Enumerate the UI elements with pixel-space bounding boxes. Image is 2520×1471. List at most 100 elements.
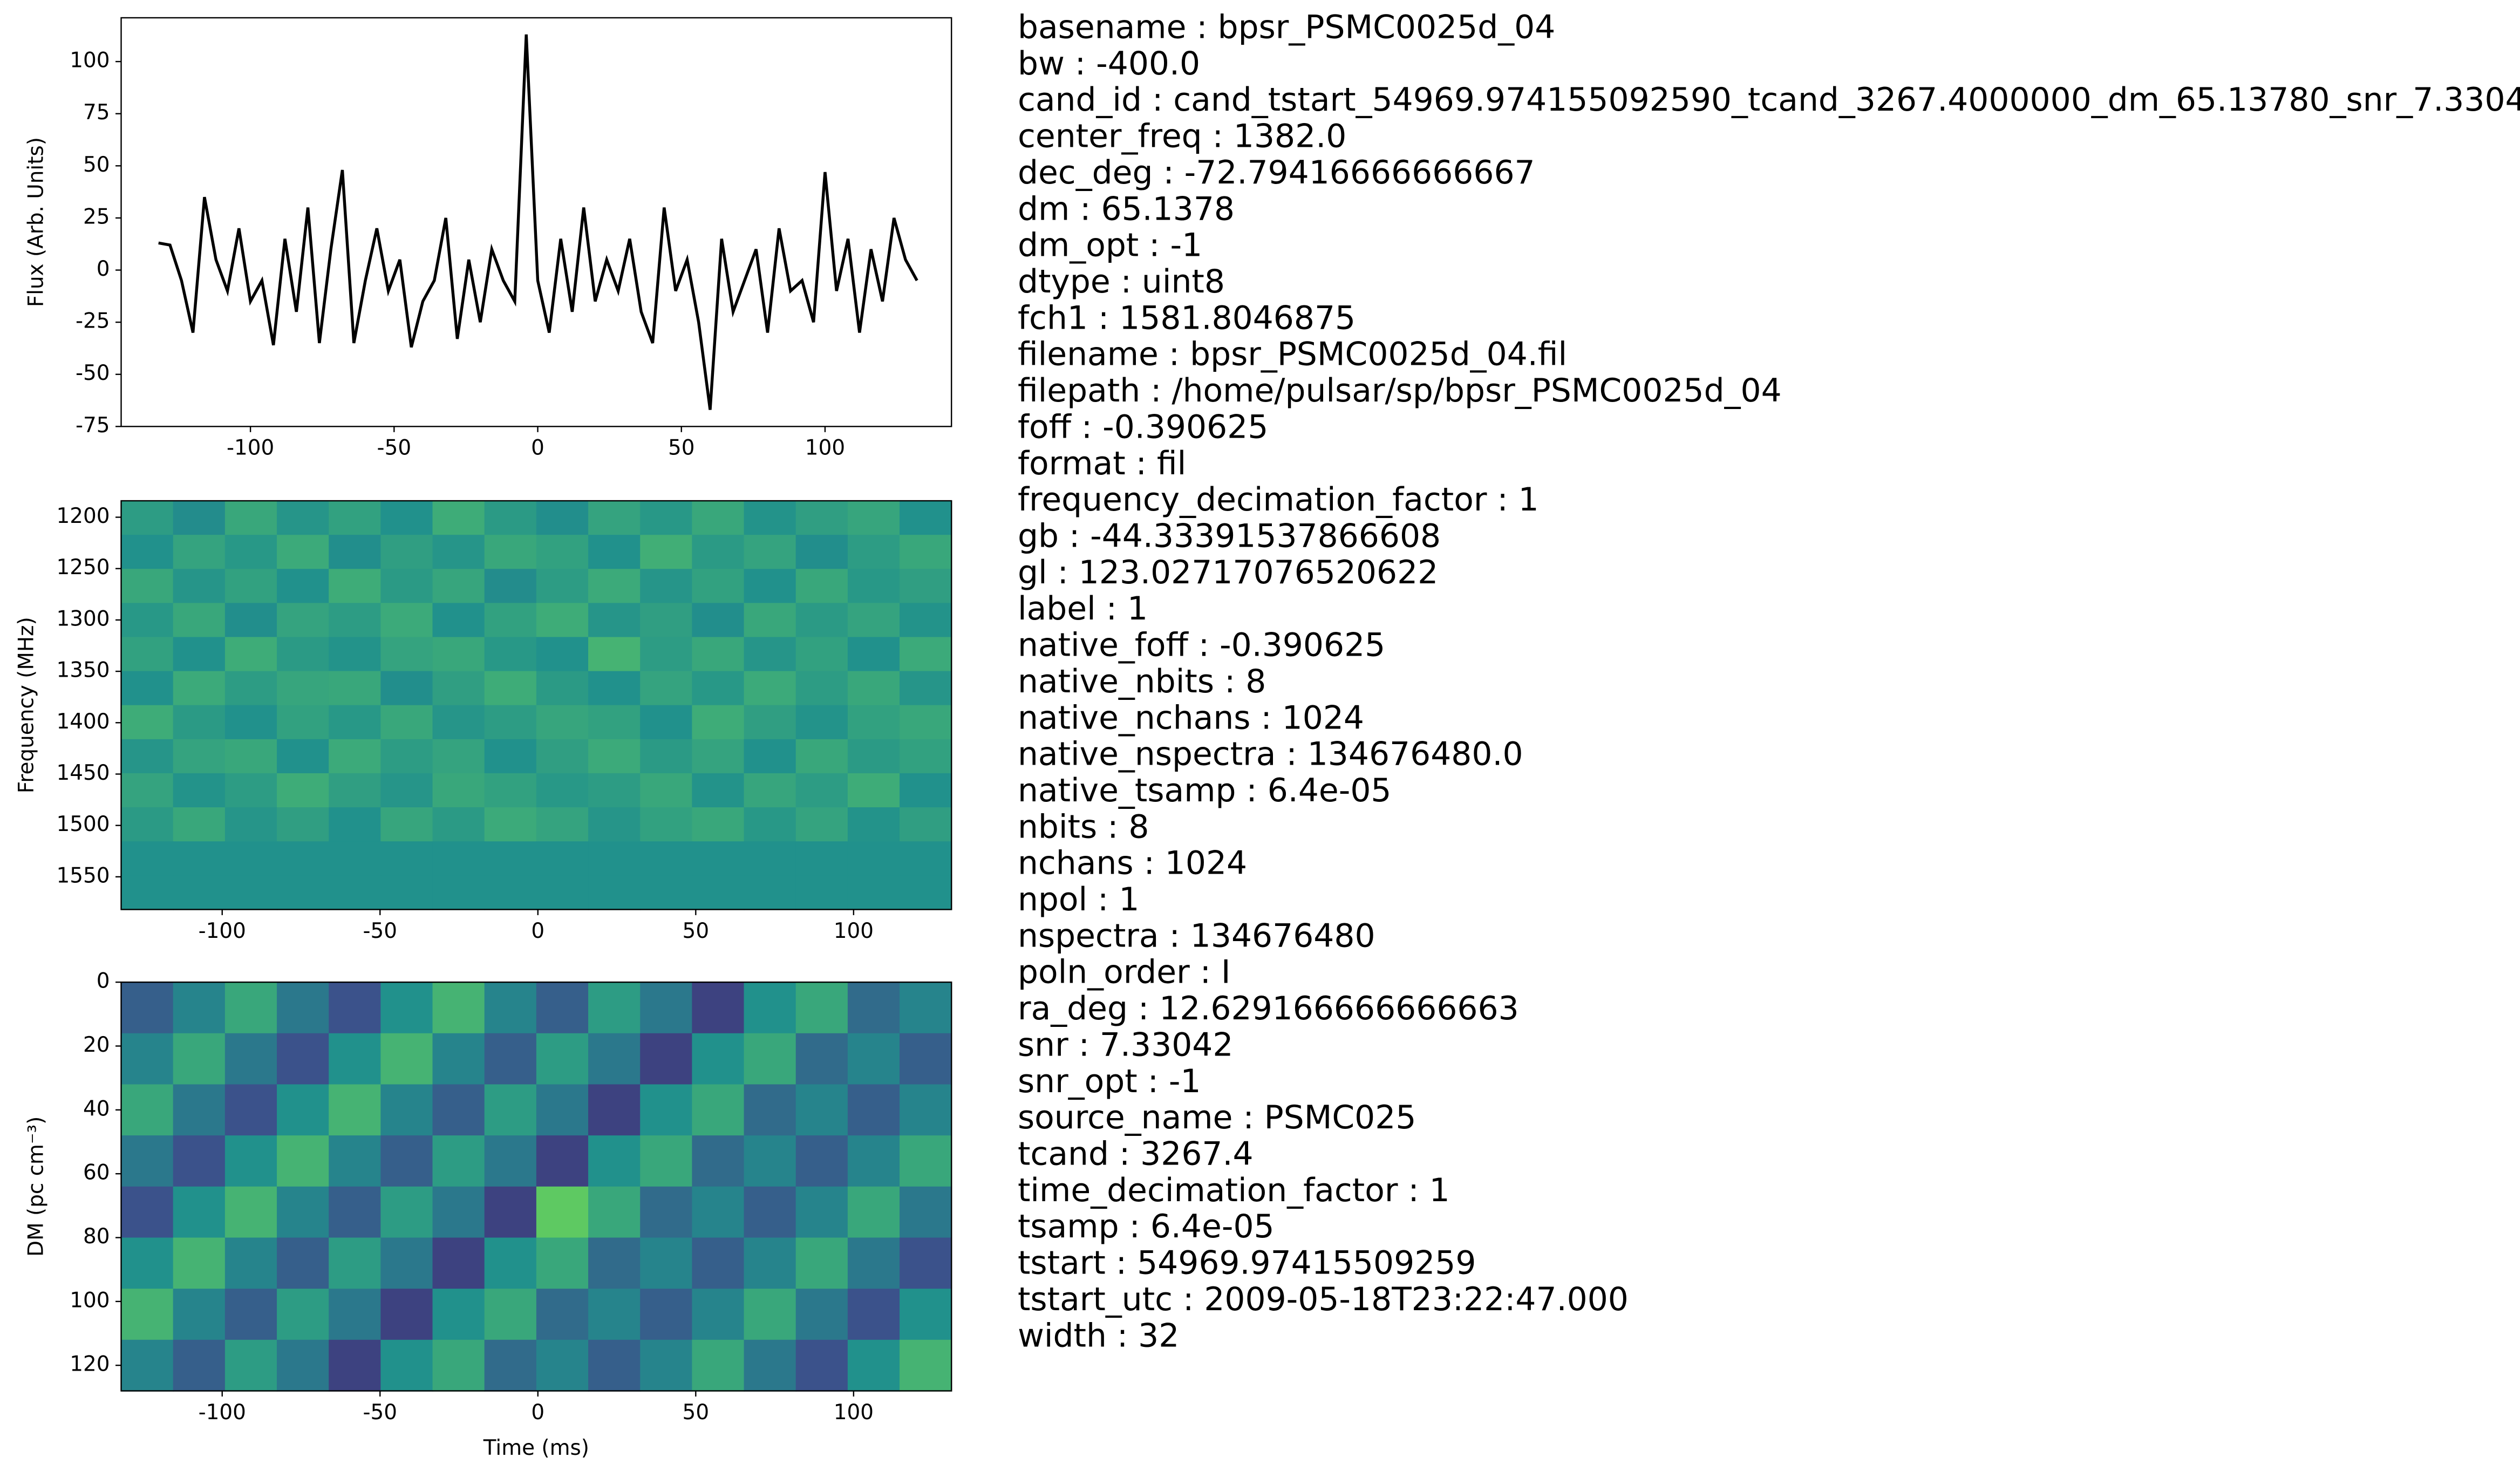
heatmap-cell [847,569,901,604]
heatmap-cell [484,637,537,672]
heatmap-cell [536,603,589,638]
heatmap-cell [536,1135,589,1188]
heatmap-cell [484,1237,537,1290]
x-tick-label: -100 [227,436,274,460]
metadata-line: dm : 65.1378 [1018,190,1235,228]
heatmap-cell [847,875,901,910]
heatmap-cell [588,1033,641,1085]
heatmap-cell [795,501,849,536]
heatmap-cell [277,1084,330,1136]
heatmap-cell [692,705,745,740]
heatmap-cell [121,501,174,536]
heatmap-cell [536,535,589,570]
heatmap-cell [744,637,796,672]
heatmap-cell [847,603,901,638]
metadata-line: snr : 7.33042 [1018,1026,1234,1064]
metadata-line: tstart : 54969.97415509259 [1018,1244,1476,1282]
heatmap-cell [692,1135,745,1188]
y-tick-label: 1250 [57,555,110,580]
heatmap-cell [692,1339,745,1392]
heatmap-cell [277,603,330,638]
heatmap-cell [847,841,901,876]
metadata-line: native_foff : -0.390625 [1018,626,1385,664]
heatmap-cell [640,982,693,1034]
heatmap-cell [329,841,382,876]
heatmap-cell [329,603,382,638]
heatmap-cell [795,637,849,672]
heatmap-cell [329,535,382,570]
metadata-line: ra_deg : 12.629166666666663 [1018,990,1519,1027]
heatmap-cell [380,603,433,638]
heatmap-cell [329,739,382,774]
heatmap-cell [484,535,537,570]
heatmap-cell [744,535,796,570]
heatmap-cell [329,569,382,604]
heatmap-cell [173,569,226,604]
heatmap-cell [224,637,278,672]
metadata-line: time_decimation_factor : 1 [1018,1172,1450,1209]
heatmap-cell [173,841,226,876]
heatmap-cell [900,1033,952,1085]
heatmap-cell [692,1289,745,1341]
heatmap-cell [640,1289,693,1341]
heatmap-cell [432,705,485,740]
heatmap-cell [640,569,693,604]
y-tick-label: 0 [97,969,110,993]
heatmap-cell [432,1033,485,1085]
heatmap-cell [329,705,382,740]
metadata-line: native_tsamp : 6.4e-05 [1018,772,1392,809]
heatmap-cell [224,705,278,740]
heatmap-cell [588,1339,641,1392]
heatmap-cell [900,1084,952,1136]
heatmap-cell [329,982,382,1034]
metadata-line: gb : -44.33391537866608 [1018,517,1441,555]
heatmap-cell [121,982,174,1034]
x-tick-label: 100 [834,919,874,943]
heatmap-cell [224,982,278,1034]
heatmap-cell [277,1237,330,1290]
heatmap-cell [900,841,952,876]
heatmap-cell [640,705,693,740]
heatmap-cell [432,603,485,638]
heatmap-cell [640,773,693,808]
heatmap-cell [121,1289,174,1341]
heatmap-cell [744,1186,796,1238]
heatmap-cell [432,1186,485,1238]
metadata-line: dm_opt : -1 [1018,227,1202,264]
metadata-line: source_name : PSMC025 [1018,1099,1416,1136]
heatmap-cell [744,1084,796,1136]
heatmap-cell [795,1186,849,1238]
heatmap-cell [380,773,433,808]
heatmap-cell [224,1289,278,1341]
heatmap-cell [484,739,537,774]
heatmap-cell [588,501,641,536]
heatmap-cell [744,875,796,910]
heatmap-cell [847,1237,901,1290]
heatmap-cell [588,1084,641,1136]
heatmap-cell [692,773,745,808]
heatmap-cell [795,773,849,808]
heatmap-cell [536,841,589,876]
metadata-line: dec_deg : -72.79416666666667 [1018,154,1535,192]
heatmap-cell [380,637,433,672]
heatmap-cell [588,637,641,672]
heatmap-cell [173,739,226,774]
heatmap-cell [588,1289,641,1341]
heatmap-cell [224,1033,278,1085]
x-axis-label: Time (ms) [483,1436,589,1460]
heatmap-cell [588,705,641,740]
heatmap-cell [173,1186,226,1238]
heatmap-cell [536,1289,589,1341]
heatmap-cell [329,637,382,672]
heatmap-cell [224,773,278,808]
y-tick-label: 80 [83,1224,110,1249]
heatmap-cell [329,1237,382,1290]
heatmap-cell [588,535,641,570]
heatmap-cell [847,739,901,774]
heatmap-cell [900,501,952,536]
heatmap-cell [380,1237,433,1290]
heatmap-cell [432,982,485,1034]
heatmap-cell [121,1339,174,1392]
heatmap-cell [121,807,174,842]
heatmap-cell [380,1033,433,1085]
